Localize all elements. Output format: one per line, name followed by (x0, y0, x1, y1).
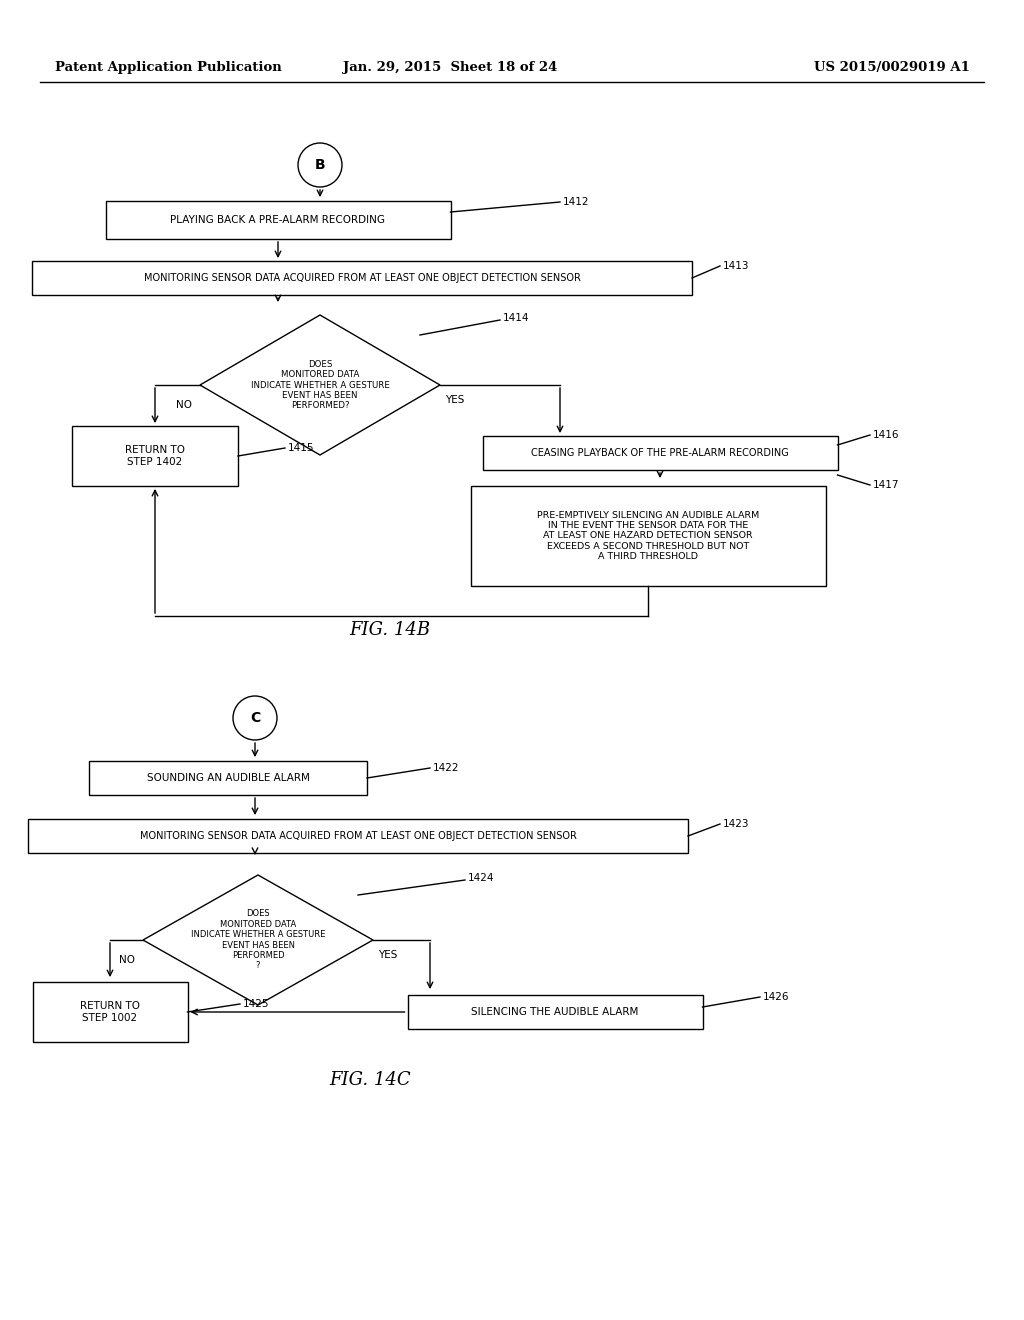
Text: 1414: 1414 (503, 313, 529, 323)
Bar (32, 261, 692, 294)
Text: NO: NO (176, 400, 193, 411)
Bar (28, 818, 688, 853)
Text: MONITORING SENSOR DATA ACQUIRED FROM AT LEAST ONE OBJECT DETECTION SENSOR: MONITORING SENSOR DATA ACQUIRED FROM AT … (139, 832, 577, 841)
Text: PLAYING BACK A PRE-ALARM RECORDING: PLAYING BACK A PRE-ALARM RECORDING (171, 215, 385, 224)
Text: SOUNDING AN AUDIBLE ALARM: SOUNDING AN AUDIBLE ALARM (146, 774, 309, 783)
Circle shape (233, 696, 278, 741)
Text: CEASING PLAYBACK OF THE PRE-ALARM RECORDING: CEASING PLAYBACK OF THE PRE-ALARM RECORD… (531, 447, 788, 458)
Text: 1417: 1417 (873, 480, 899, 490)
Text: SILENCING THE AUDIBLE ALARM: SILENCING THE AUDIBLE ALARM (471, 1007, 639, 1016)
Circle shape (298, 143, 342, 187)
Bar (482, 436, 838, 470)
Text: YES: YES (378, 950, 397, 960)
Text: RETURN TO
STEP 1402: RETURN TO STEP 1402 (125, 445, 185, 467)
Text: RETURN TO
STEP 1002: RETURN TO STEP 1002 (80, 1001, 140, 1023)
Text: 1413: 1413 (723, 261, 750, 271)
Text: Patent Application Publication: Patent Application Publication (55, 62, 282, 74)
Text: B: B (314, 158, 326, 172)
Bar (89, 762, 367, 795)
Text: DOES
MONITORED DATA
INDICATE WHETHER A GESTURE
EVENT HAS BEEN
PERFORMED?: DOES MONITORED DATA INDICATE WHETHER A G… (251, 360, 389, 411)
Bar (105, 201, 451, 239)
Bar (33, 982, 187, 1041)
Text: 1423: 1423 (723, 818, 750, 829)
Polygon shape (200, 315, 440, 455)
Text: FIG. 14C: FIG. 14C (329, 1071, 411, 1089)
Text: 1424: 1424 (468, 873, 495, 883)
Text: DOES
MONITORED DATA
INDICATE WHETHER A GESTURE
EVENT HAS BEEN
PERFORMED
?: DOES MONITORED DATA INDICATE WHETHER A G… (190, 909, 326, 970)
Text: 1426: 1426 (763, 993, 790, 1002)
Text: 1422: 1422 (433, 763, 460, 774)
Polygon shape (143, 875, 373, 1005)
Text: FIG. 14B: FIG. 14B (349, 620, 430, 639)
Text: 1416: 1416 (873, 430, 899, 440)
Text: C: C (250, 711, 260, 725)
Bar (408, 995, 702, 1030)
Text: 1415: 1415 (288, 444, 314, 453)
Text: US 2015/0029019 A1: US 2015/0029019 A1 (814, 62, 970, 74)
Text: PRE-EMPTIVELY SILENCING AN AUDIBLE ALARM
IN THE EVENT THE SENSOR DATA FOR THE
AT: PRE-EMPTIVELY SILENCING AN AUDIBLE ALARM… (537, 511, 759, 561)
Text: Jan. 29, 2015  Sheet 18 of 24: Jan. 29, 2015 Sheet 18 of 24 (343, 62, 557, 74)
Text: 1425: 1425 (243, 999, 269, 1008)
Bar (72, 426, 238, 486)
Text: NO: NO (119, 954, 135, 965)
Bar (470, 486, 825, 586)
Text: MONITORING SENSOR DATA ACQUIRED FROM AT LEAST ONE OBJECT DETECTION SENSOR: MONITORING SENSOR DATA ACQUIRED FROM AT … (143, 273, 581, 282)
Text: 1412: 1412 (563, 197, 590, 207)
Text: YES: YES (445, 395, 464, 405)
